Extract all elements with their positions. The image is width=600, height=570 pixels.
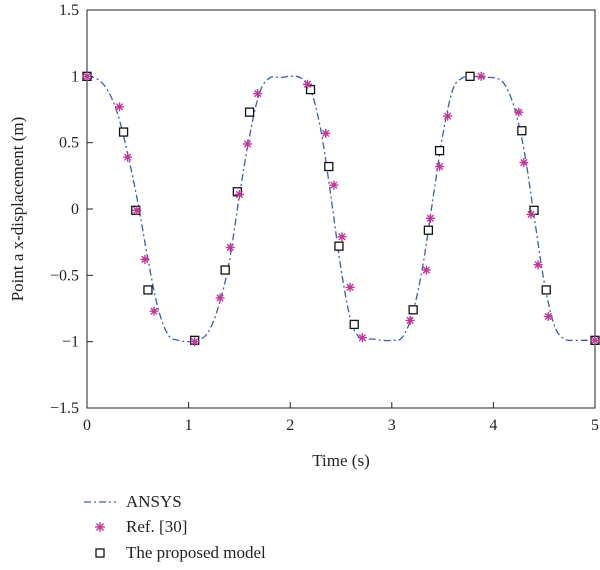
plot-area (82, 71, 600, 347)
marker-ref-30 (123, 152, 133, 162)
marker-proposed-model (334, 241, 344, 251)
marker-ref-30 (149, 306, 159, 316)
legend-label: ANSYS (126, 492, 182, 511)
marker-proposed-model (541, 285, 551, 295)
marker-ref-30 (132, 205, 142, 215)
marker-ref-30 (329, 180, 339, 190)
marker-proposed-model (434, 145, 445, 156)
marker-ref-30 (253, 89, 263, 99)
marker-ref-30 (533, 260, 543, 270)
x-tick-label: 0 (83, 417, 91, 434)
marker-proposed-model (349, 319, 359, 330)
marker-ref-30 (476, 71, 486, 81)
marker-ref-30 (590, 335, 600, 345)
marker-proposed-model (220, 265, 230, 275)
marker-proposed-model (408, 305, 418, 315)
marker-proposed-model (324, 161, 334, 172)
marker-proposed-model (423, 225, 434, 235)
y-tick-label: −0.5 (50, 267, 79, 284)
plot-frame (86, 9, 596, 409)
marker-proposed-model (465, 71, 475, 81)
x-tick-label: 5 (591, 417, 599, 434)
marker-ref-30 (215, 293, 225, 303)
y-tick-label: 0 (71, 201, 79, 218)
marker-ref-30 (140, 254, 150, 264)
marker-ref-30 (543, 311, 553, 321)
marker-ref-30 (302, 79, 312, 89)
marker-ref-30 (421, 265, 431, 275)
marker-proposed-model (143, 285, 153, 295)
y-tick-label: 1.5 (59, 2, 79, 19)
legend-symbol-ref-30 (95, 522, 105, 532)
marker-ref-30 (425, 213, 435, 223)
marker-ref-30 (435, 162, 445, 172)
marker-ref-30 (519, 158, 529, 168)
marker-proposed-model (118, 127, 129, 137)
y-tick-label: 0.5 (59, 135, 79, 152)
x-tick-label: 1 (185, 417, 193, 434)
marker-ref-30 (115, 102, 125, 112)
x-tick-label: 2 (286, 417, 294, 434)
legend: ANSYS Ref. [30] The proposed model (84, 492, 266, 562)
marker-ref-30 (321, 128, 331, 138)
marker-ref-30 (190, 337, 200, 347)
marker-ref-30 (82, 71, 92, 81)
series-line-ansys (86, 75, 595, 343)
marker-ref-30 (243, 139, 253, 149)
marker-ref-30 (234, 189, 244, 199)
y-tick-label: 1 (71, 68, 79, 85)
x-tick-label: 4 (489, 417, 497, 434)
y-tick-label: −1 (62, 334, 79, 351)
y-tick-label: −1.5 (50, 400, 79, 417)
legend-label: The proposed model (126, 543, 266, 562)
marker-proposed-model (244, 107, 255, 117)
marker-ref-30 (405, 315, 415, 325)
marker-ref-30 (337, 232, 347, 242)
legend-symbol-proposed-model (95, 548, 105, 558)
marker-proposed-model (517, 126, 527, 136)
x-tick-label: 3 (388, 417, 396, 434)
marker-ref-30 (526, 209, 536, 219)
marker-ref-30 (514, 107, 524, 117)
y-axis-label: Point a x-displacement (m) (8, 117, 27, 302)
marker-ref-30 (225, 242, 235, 252)
x-axis-label: Time (s) (312, 451, 369, 470)
marker-ref-30 (357, 333, 367, 343)
marker-ref-30 (345, 282, 355, 292)
legend-label: Ref. [30] (126, 517, 187, 536)
axis-ticks: 0 1 2 3 4 5 1.5 1 0.5 0 −0.5 −1 −1.5 (50, 2, 599, 434)
marker-ref-30 (443, 111, 453, 121)
marker-proposed-model (305, 84, 316, 95)
